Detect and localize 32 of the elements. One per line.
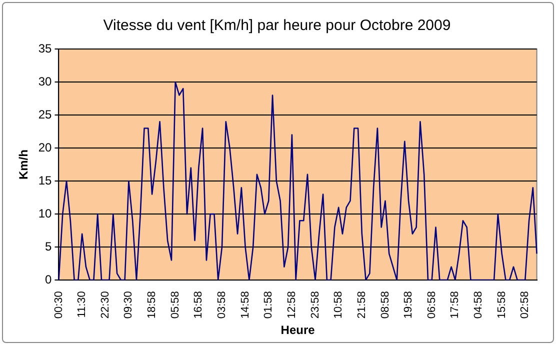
x-tick-label: 05:58 bbox=[169, 291, 182, 319]
y-axis-title: Km/h bbox=[16, 150, 31, 180]
x-tick-label: 02:58 bbox=[519, 291, 532, 319]
x-tick-label: 14:58 bbox=[239, 291, 252, 319]
x-tick-label: 04:58 bbox=[472, 291, 485, 319]
x-tick-label: 10:58 bbox=[332, 291, 345, 319]
y-tick-label: 0 bbox=[45, 272, 52, 286]
x-tick-label: 16:58 bbox=[192, 291, 205, 319]
y-tick-label: 10 bbox=[38, 206, 52, 220]
chart-title: Vitesse du vent [Km/h] par heure pour Octobre 2009 bbox=[103, 17, 451, 34]
x-tick-label: 21:58 bbox=[356, 291, 368, 319]
y-tick-label: 5 bbox=[45, 239, 52, 254]
x-tick-label: 17:58 bbox=[449, 291, 462, 319]
y-tick-label: 30 bbox=[38, 74, 52, 88]
x-tick-label: 19:58 bbox=[402, 291, 415, 319]
x-tick-label: 18:58 bbox=[146, 291, 158, 319]
x-tick-label: 01:58 bbox=[262, 291, 275, 319]
x-tick-label: 08:58 bbox=[379, 291, 392, 319]
y-tick-label: 15 bbox=[38, 173, 52, 188]
x-tick-label: 00:30 bbox=[52, 291, 65, 319]
x-tick-label: 11:30 bbox=[76, 291, 88, 318]
x-tick-label: 09:30 bbox=[122, 291, 135, 319]
x-axis-title: Heure bbox=[280, 323, 316, 338]
x-tick-label: 06:58 bbox=[426, 291, 438, 319]
y-tick-label: 25 bbox=[38, 107, 52, 122]
y-tick-label: 35 bbox=[38, 41, 52, 56]
x-tick-label: 22:30 bbox=[99, 291, 112, 319]
x-tick-label: 15:58 bbox=[496, 291, 508, 319]
x-tick-label: 12:58 bbox=[286, 291, 298, 319]
y-tick-label: 20 bbox=[38, 140, 52, 154]
x-tick-label: 03:58 bbox=[216, 291, 228, 319]
x-tick-label: 23:58 bbox=[309, 291, 322, 319]
